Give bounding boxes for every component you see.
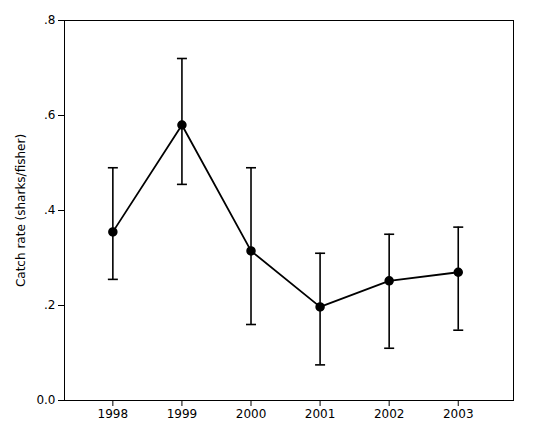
svg-text:2001: 2001 — [305, 407, 336, 421]
svg-text:.4: .4 — [44, 203, 55, 217]
svg-text:2002: 2002 — [374, 407, 405, 421]
svg-text:1999: 1999 — [167, 407, 198, 421]
svg-text:Catch rate (sharks/fisher): Catch rate (sharks/fisher) — [14, 134, 28, 287]
svg-text:.2: .2 — [44, 298, 55, 312]
svg-text:0.0: 0.0 — [36, 393, 55, 407]
svg-text:2000: 2000 — [236, 407, 267, 421]
svg-text:1998: 1998 — [98, 407, 129, 421]
svg-text:.6: .6 — [44, 108, 55, 122]
svg-text:2003: 2003 — [443, 407, 474, 421]
svg-text:.8: .8 — [44, 13, 55, 27]
